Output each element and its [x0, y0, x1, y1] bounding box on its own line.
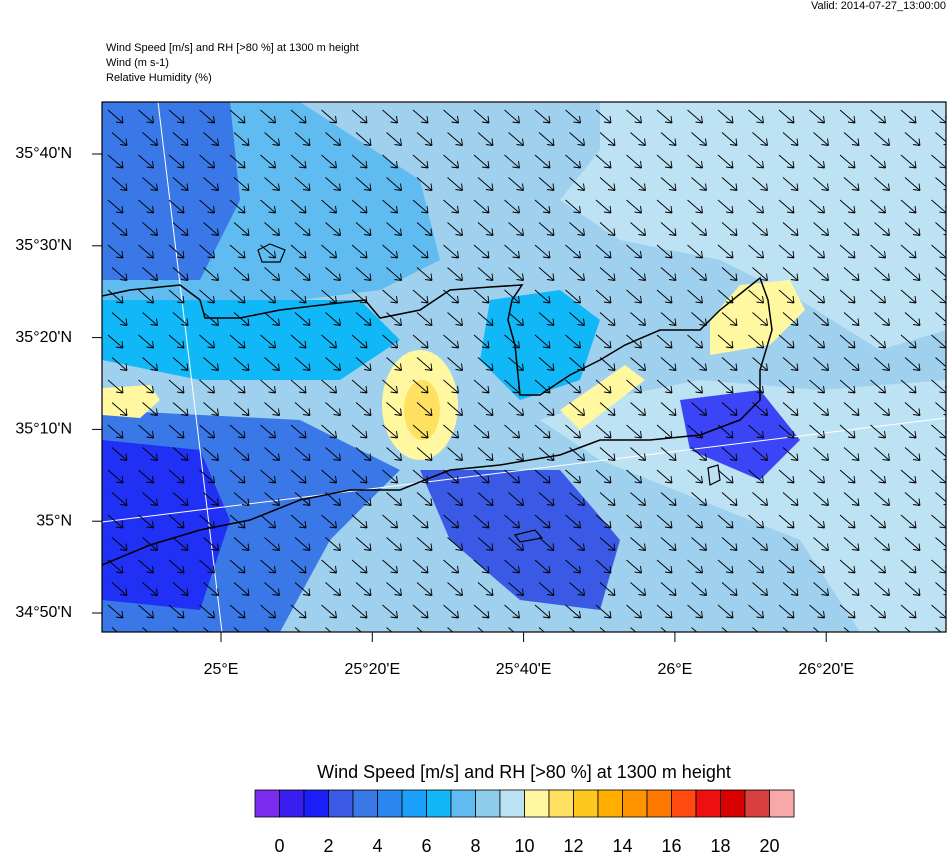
valid-time: Valid: 2014-07-27_13:00:00	[811, 0, 946, 12]
colorbar-title: Wind Speed [m/s] and RH [>80 %] at 1300 …	[317, 762, 731, 782]
colorbar-box	[549, 790, 574, 817]
lat-label: 35°40'N	[15, 145, 72, 162]
lat-label: 35°10'N	[15, 421, 72, 438]
colorbar-box	[745, 790, 770, 817]
lat-label: 35°30'N	[15, 237, 72, 254]
colorbar-box	[574, 790, 599, 817]
humidity-patch	[404, 380, 440, 440]
header-line: Relative Humidity (%)	[106, 72, 212, 84]
colorbar-label: 16	[661, 836, 681, 854]
colorbar-label: 14	[612, 836, 632, 854]
lat-label: 35°20'N	[15, 329, 72, 346]
colorbar-label: 6	[421, 836, 431, 854]
colorbar-box	[451, 790, 476, 817]
lon-label: 26°E	[657, 661, 692, 678]
header-line: Wind Speed [m/s] and RH [>80 %] at 1300 …	[106, 42, 359, 54]
map	[102, 102, 948, 641]
colorbar-box	[329, 790, 354, 817]
lon-label: 25°E	[204, 661, 239, 678]
colorbar-box	[378, 790, 403, 817]
colorbar-box	[255, 790, 280, 817]
lon-label: 25°20'E	[344, 661, 400, 678]
colorbar-box	[427, 790, 452, 817]
colorbar-label: 8	[470, 836, 480, 854]
colorbar-label: 20	[759, 836, 779, 854]
colorbar-label: 12	[563, 836, 583, 854]
colorbar-box	[598, 790, 623, 817]
colorbar-box	[525, 790, 550, 817]
wind-field	[102, 300, 400, 380]
colorbar-label: 2	[323, 836, 333, 854]
colorbar-box	[280, 790, 305, 817]
colorbar-box	[696, 790, 721, 817]
colorbar-box	[623, 790, 648, 817]
colorbar-box	[647, 790, 672, 817]
colorbar-box	[304, 790, 329, 817]
colorbar-box	[476, 790, 501, 817]
colorbar-box	[770, 790, 795, 817]
colorbar-label: 10	[514, 836, 534, 854]
header-line: Wind (m s-1)	[106, 57, 169, 69]
lat-label: 35°N	[36, 512, 72, 529]
colorbar-box	[721, 790, 746, 817]
colorbar-box	[353, 790, 378, 817]
colorbar-label: 4	[372, 836, 382, 854]
colorbar-box	[402, 790, 427, 817]
colorbar-box	[672, 790, 697, 817]
colorbar-box	[500, 790, 525, 817]
lon-label: 25°40'E	[496, 661, 552, 678]
colorbar: 0 2 4 6 8 10 12 14 16 18 20	[255, 790, 794, 854]
lon-label: 26°20'E	[798, 661, 854, 678]
colorbar-label: 0	[274, 836, 284, 854]
lat-label: 34°50'N	[15, 604, 72, 621]
colorbar-label: 18	[710, 836, 730, 854]
